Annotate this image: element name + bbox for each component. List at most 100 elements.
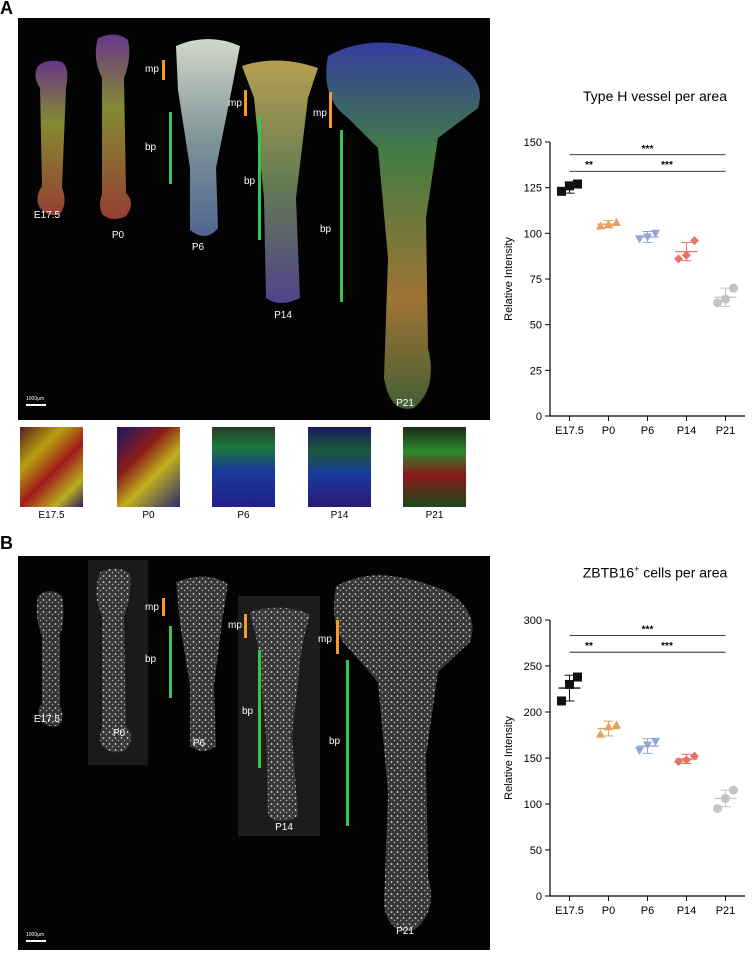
- data-point: [729, 283, 738, 293]
- zone-label-bp-p14-b: bp: [242, 706, 254, 717]
- stage-label-p0-b: P0: [112, 728, 126, 739]
- y-tick-label: 0: [536, 891, 542, 903]
- zone-label-mp-p14-b: mp: [228, 620, 242, 631]
- inset-label-p6: P6: [237, 510, 250, 521]
- significance-label: ***: [642, 144, 654, 155]
- stage-label-p6-b: P6: [192, 738, 206, 749]
- data-point: [651, 229, 660, 238]
- significance-label: ***: [642, 625, 654, 636]
- mp-bar-p6-b: [162, 598, 165, 616]
- bp-bar-p6: [169, 112, 172, 184]
- y-tick-label: 200: [524, 707, 542, 719]
- data-point: [713, 804, 722, 814]
- zone-label-mp-p21: mp: [313, 108, 327, 119]
- bone-p14-b: [250, 607, 310, 821]
- bone-p21-b: [334, 575, 473, 931]
- panel-letter-a: A: [0, 0, 13, 18]
- scale-bar-b: [26, 940, 46, 942]
- data-point: [573, 672, 582, 682]
- inset-label-p21: P21: [425, 510, 444, 521]
- bp-bar-p14-b: [258, 650, 261, 768]
- stage-label-p21: P21: [396, 398, 414, 409]
- bone-p6-a: [176, 39, 240, 237]
- x-tick-label: P14: [677, 905, 697, 917]
- chart-b-title: ZBTB16+ cells per area: [560, 564, 750, 581]
- data-point: [635, 235, 644, 244]
- data-point: [713, 298, 722, 308]
- scale-label-b: 1000μm: [26, 932, 45, 938]
- zone-label-mp-p6-b: mp: [145, 602, 159, 613]
- chart-b: 0 50 100 150 200 250 300 Relative Intensity E17.…: [495, 578, 755, 953]
- x-tick-label: P14: [677, 425, 697, 437]
- data-point: [557, 186, 566, 196]
- y-tick-label: 0: [536, 411, 542, 423]
- panel-letter-b: B: [0, 533, 13, 553]
- stage-label-p6: P6: [191, 242, 205, 253]
- inset-p14: [308, 427, 371, 507]
- inset-label-p14: P14: [330, 510, 349, 521]
- stage-label-p21-b: P21: [396, 926, 414, 937]
- chart-a-svg: 0 25 50 75 100 125 150 Relative Intensity E17.5 P…: [503, 137, 745, 437]
- y-tick-label: 100: [524, 799, 542, 811]
- data-point: [635, 747, 644, 756]
- significance-label: **: [585, 641, 593, 652]
- inset-p0: [117, 427, 180, 507]
- y-tick-label: 150: [524, 753, 542, 765]
- y-tick-label: 50: [530, 845, 542, 857]
- data-point: [604, 219, 613, 228]
- y-tick-label: 300: [524, 615, 542, 627]
- y-tick-label: 150: [524, 137, 542, 149]
- data-point: [565, 181, 574, 191]
- mp-bar-p21: [329, 92, 332, 128]
- data-point: [690, 751, 699, 761]
- x-tick-label: P0: [602, 905, 615, 917]
- zone-label-bp-p6: bp: [145, 142, 157, 153]
- data-point: [674, 254, 683, 264]
- inset-p6: [212, 427, 275, 507]
- bp-bar-p21-b: [346, 660, 349, 826]
- data-point: [612, 217, 621, 226]
- zone-label-mp-p6: mp: [145, 64, 159, 75]
- chart-b-title-main: ZBTB16: [582, 564, 635, 581]
- inset-label-e175: E17.5: [38, 510, 65, 521]
- chart-b-title-sup: +: [634, 564, 640, 574]
- inset-e175: [20, 427, 83, 507]
- mp-bar-p14-b: [244, 614, 247, 638]
- stage-label-e175: E17.5: [33, 210, 61, 221]
- bp-bar-p21: [340, 130, 343, 302]
- data-point: [721, 294, 730, 304]
- panel-b-bone-sections: [36, 568, 473, 931]
- bone-e175-a: [35, 60, 68, 216]
- y-tick-label: 50: [530, 320, 542, 332]
- data-point: [682, 755, 691, 765]
- panel-a-bone-sections: [35, 34, 480, 409]
- x-tick-label: P6: [641, 425, 654, 437]
- chart-b-title-rest: cells per area: [639, 564, 728, 581]
- data-point: [612, 720, 621, 729]
- x-tick-label: P6: [641, 905, 654, 917]
- data-point: [557, 696, 566, 706]
- significance-label: ***: [661, 641, 673, 652]
- bone-p21-a: [326, 42, 480, 409]
- bone-p6-b: [176, 576, 228, 751]
- bone-p0-a: [95, 34, 131, 220]
- y-tick-label: 75: [530, 274, 542, 286]
- y-tick-label: 100: [524, 228, 542, 240]
- x-tick-label: P21: [716, 905, 736, 917]
- data-point: [643, 741, 652, 750]
- y-tick-label: 125: [524, 183, 542, 195]
- inset-label-p0: P0: [142, 510, 155, 521]
- bone-p14-a: [242, 60, 318, 303]
- y-tick-label: 25: [530, 365, 542, 377]
- data-point: [596, 221, 605, 230]
- zone-label-bp-p6-b: bp: [145, 654, 157, 665]
- zone-label-mp-p14: mp: [228, 98, 242, 109]
- data-point: [729, 785, 738, 795]
- panel-a-micrograph: E17.5 P0 P6 P14 P21 mp bp mp bp mp bp 10…: [18, 18, 490, 420]
- x-tick-label: E17.5: [555, 905, 584, 917]
- significance-label: ***: [661, 160, 673, 171]
- chart-b-svg: 0 50 100 150 200 250 300 Relative Intensity E17.…: [503, 615, 745, 917]
- mp-bar-p21-b: [336, 620, 339, 654]
- y-axis-label: Relative Intensity: [503, 237, 515, 321]
- scale-label-a: 1000μm: [26, 396, 45, 402]
